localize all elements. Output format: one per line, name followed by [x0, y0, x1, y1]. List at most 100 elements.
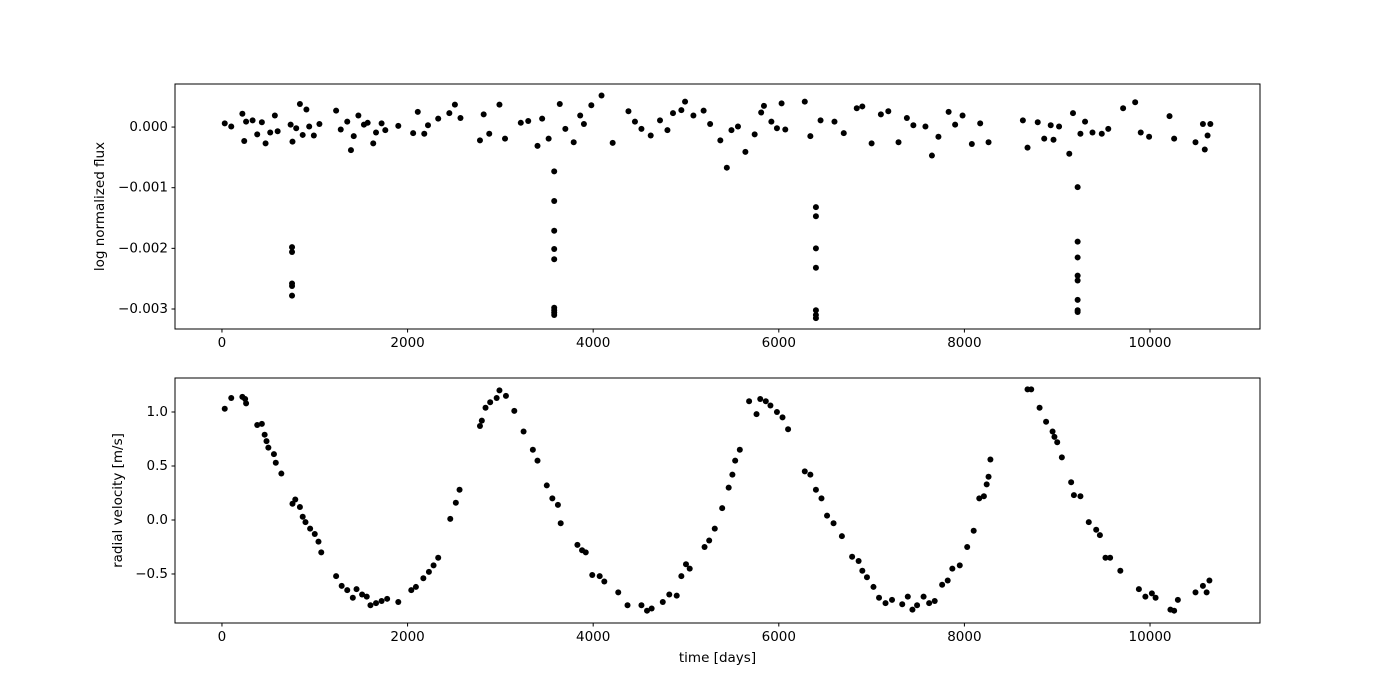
data-point	[430, 562, 437, 569]
data-point	[980, 493, 987, 500]
data-point	[1199, 121, 1206, 128]
data-point	[922, 123, 929, 130]
data-point	[1166, 113, 1173, 120]
data-point	[493, 394, 500, 401]
data-point	[395, 122, 402, 129]
data-point	[664, 127, 671, 134]
data-point	[221, 120, 228, 127]
data-point	[868, 140, 875, 147]
data-point	[228, 123, 235, 130]
data-point	[812, 213, 819, 220]
data-point	[249, 117, 256, 124]
data-point	[378, 120, 385, 127]
x-tick-label: 2000	[390, 335, 424, 351]
data-point	[367, 602, 374, 609]
data-point	[812, 307, 819, 314]
data-point	[767, 402, 774, 409]
data-point	[952, 121, 959, 128]
data-point	[773, 409, 780, 416]
data-point	[657, 117, 664, 124]
data-point	[1096, 532, 1103, 539]
data-point	[520, 428, 527, 435]
data-point	[274, 128, 281, 135]
data-point	[293, 125, 300, 132]
data-point	[1058, 454, 1065, 461]
data-point	[812, 264, 819, 271]
data-point	[382, 127, 389, 134]
data-point	[757, 396, 764, 403]
data-point	[353, 586, 360, 593]
data-point	[1056, 123, 1063, 130]
data-point	[299, 513, 306, 520]
data-point	[315, 538, 322, 545]
data-point	[1054, 439, 1061, 446]
y-tick-label: −0.002	[118, 240, 168, 256]
data-point	[849, 553, 856, 560]
data-point	[725, 484, 732, 491]
data-point	[596, 573, 603, 580]
data-point	[732, 457, 739, 464]
data-point	[421, 130, 428, 137]
data-point	[719, 505, 726, 512]
data-point	[968, 141, 975, 148]
data-point	[221, 405, 228, 412]
data-point	[751, 131, 758, 138]
data-point	[271, 112, 278, 119]
data-point	[1019, 117, 1026, 124]
data-point	[570, 139, 577, 146]
data-point	[408, 587, 415, 594]
data-point	[678, 107, 685, 114]
data-point	[487, 399, 494, 406]
data-point	[706, 537, 713, 544]
data-point	[318, 549, 325, 556]
data-point	[239, 110, 246, 117]
data-point	[985, 473, 992, 480]
data-point	[734, 123, 741, 130]
data-point	[855, 558, 862, 565]
data-point	[914, 602, 921, 609]
data-point	[876, 594, 883, 601]
data-point	[859, 567, 866, 574]
data-point	[944, 577, 951, 584]
data-point	[1043, 418, 1050, 425]
data-point	[349, 594, 356, 601]
data-point	[1050, 136, 1057, 143]
data-point	[1171, 135, 1178, 142]
data-point	[1074, 254, 1081, 261]
data-point	[1120, 105, 1127, 112]
data-point	[1093, 526, 1100, 533]
data-point	[807, 471, 814, 478]
data-point	[838, 533, 845, 540]
data-point	[517, 119, 524, 126]
data-point	[364, 119, 371, 126]
data-point	[728, 127, 735, 134]
data-point	[760, 102, 767, 109]
data-point	[1199, 582, 1206, 589]
data-point	[1049, 428, 1056, 435]
data-point	[807, 133, 814, 140]
data-point	[909, 606, 916, 613]
data-point	[306, 123, 313, 130]
data-point	[420, 575, 427, 582]
data-point	[424, 122, 431, 129]
data-point	[1204, 132, 1211, 139]
data-point	[831, 118, 838, 125]
data-point	[840, 130, 847, 137]
data-point	[1148, 590, 1155, 597]
data-point	[1024, 144, 1031, 151]
data-point	[818, 495, 825, 502]
data-point	[1041, 135, 1048, 142]
data-point	[1146, 133, 1153, 140]
x-tick-label: 4000	[576, 629, 610, 645]
data-point	[812, 486, 819, 493]
data-point	[959, 112, 966, 119]
data-point	[551, 245, 558, 252]
data-point	[480, 111, 487, 118]
data-point	[758, 109, 765, 116]
data-point	[1137, 129, 1144, 136]
data-point	[1074, 238, 1081, 245]
data-point	[717, 137, 724, 144]
data-point	[701, 543, 708, 550]
data-point	[243, 118, 250, 125]
data-point	[801, 468, 808, 475]
